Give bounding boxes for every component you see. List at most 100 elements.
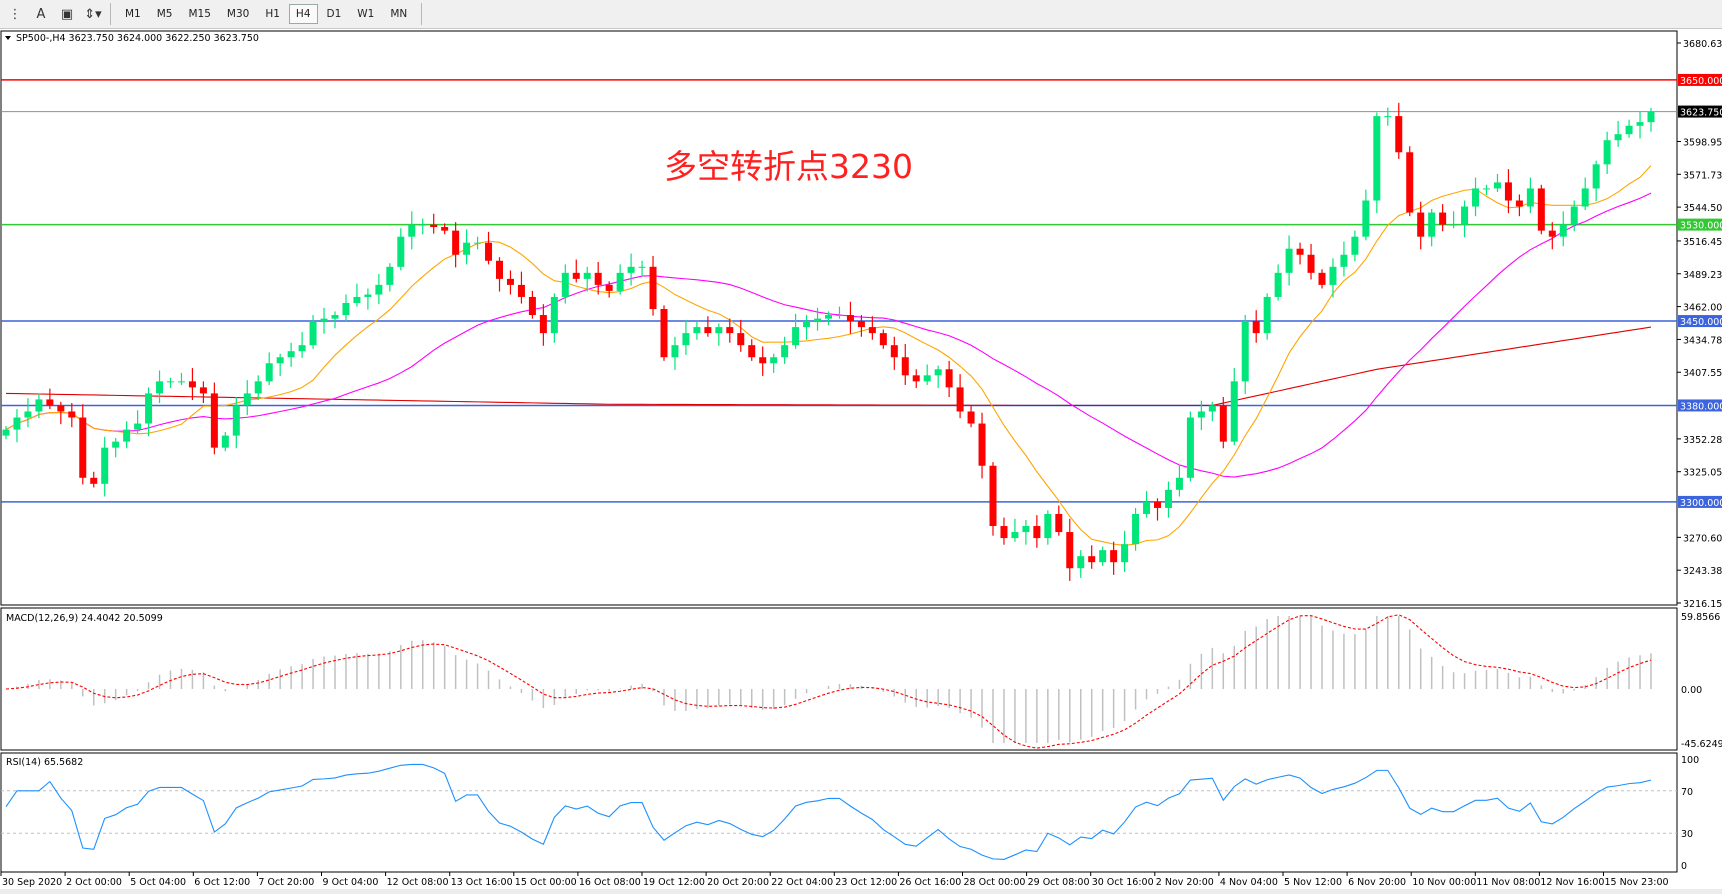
timeframe-m1-button[interactable]: M1	[125, 8, 141, 20]
period-separator-icon[interactable]: ⋮	[8, 6, 22, 22]
candle-body	[1581, 188, 1589, 207]
candle-body	[342, 302, 350, 316]
candle-body	[594, 272, 602, 285]
candle-body	[1493, 182, 1501, 189]
candle-body	[923, 375, 931, 382]
timeframe-w1-button[interactable]: W1	[357, 8, 375, 20]
time-tick-label: 7 Oct 20:00	[258, 877, 314, 888]
time-tick-label: 12 Nov 16:00	[1540, 877, 1604, 888]
candle-body	[1450, 224, 1458, 226]
candle-body	[112, 441, 120, 448]
text-label-icon[interactable]: ▣	[60, 6, 74, 22]
bottom-strip	[0, 889, 1722, 894]
time-tick-label: 16 Oct 08:00	[579, 877, 641, 888]
candle-body	[430, 224, 438, 228]
candle-body	[1252, 321, 1260, 334]
candle-body	[682, 333, 690, 346]
candle-body	[1143, 501, 1151, 514]
candle-body	[1000, 526, 1008, 539]
candle-body	[1625, 125, 1633, 135]
candle-body	[1099, 550, 1107, 563]
candle-body	[945, 369, 953, 388]
candle-body	[1406, 152, 1414, 213]
time-tick-label: 29 Oct 08:00	[1028, 877, 1090, 888]
timeframe-m15-button[interactable]: M15	[188, 8, 211, 20]
candle-body	[1351, 236, 1359, 255]
candle-body	[1154, 501, 1161, 508]
rsi-tick-label: 30	[1681, 829, 1693, 840]
level-tag	[1678, 495, 1722, 508]
price-tick-label: 3352.280	[1683, 435, 1722, 446]
candle-body	[868, 327, 876, 334]
candle-body	[506, 278, 514, 285]
candle-body	[441, 227, 449, 231]
rsi-pane	[0, 752, 1678, 873]
time-tick-label: 20 Oct 20:00	[707, 877, 769, 888]
timeframe-d1-button[interactable]: D1	[326, 8, 342, 20]
text-icon[interactable]: A	[36, 6, 46, 22]
candle-body	[2, 429, 10, 436]
time-tick-label: 10 Nov 00:00	[1412, 877, 1476, 888]
macd-tick-label: 59.8566	[1681, 612, 1720, 623]
candle-body	[485, 242, 493, 261]
macd-header: MACD(12,26,9) 24.4042 20.5099	[6, 613, 163, 624]
candle-body	[199, 387, 207, 394]
timeframe-buttons: M1 M5 M15 M30 H1 H4 D1 W1 MN	[117, 4, 415, 24]
candle-body	[605, 284, 613, 291]
candle-body	[1559, 224, 1567, 237]
candle-body	[221, 435, 229, 448]
candle-body	[1208, 405, 1216, 412]
candle-body	[1285, 248, 1293, 273]
rsi-tick-label: 100	[1681, 755, 1699, 766]
price-tick-label: 3680.630	[1683, 39, 1722, 50]
time-tick-label: 28 Oct 00:00	[964, 877, 1026, 888]
timeframe-mn-button[interactable]: MN	[390, 8, 408, 20]
candle-body	[1033, 526, 1041, 539]
candle-body	[583, 272, 591, 279]
level-label: 3300.000	[1680, 498, 1722, 509]
time-tick-label: 12 Oct 08:00	[387, 877, 449, 888]
candle-body	[46, 399, 54, 406]
candle-body	[397, 236, 405, 267]
candle-body	[1110, 550, 1118, 563]
candle-body	[1384, 116, 1392, 118]
timeframe-m5-button[interactable]: M5	[156, 8, 173, 20]
candle-body	[1548, 230, 1556, 237]
candle-body	[57, 405, 65, 412]
time-tick-label: 13 Oct 16:00	[451, 877, 513, 888]
candle-body	[35, 399, 43, 412]
time-tick-label: 6 Nov 20:00	[1348, 877, 1406, 888]
time-tick-label: 23 Oct 12:00	[835, 877, 897, 888]
candle-body	[123, 429, 131, 442]
candle-body	[989, 465, 997, 527]
candle-body	[1526, 188, 1534, 207]
candle-body	[956, 387, 964, 412]
candle-body	[1439, 212, 1447, 225]
candle-body	[309, 321, 317, 346]
candle-body	[978, 423, 986, 466]
candle-body	[1241, 321, 1249, 382]
candle-body	[287, 351, 295, 358]
candle-body	[320, 318, 328, 322]
candle-body	[145, 393, 153, 424]
timeframe-h4-button[interactable]: H4	[288, 4, 318, 24]
timeframe-h1-button[interactable]: H1	[265, 8, 280, 20]
timeframe-m30-button[interactable]: M30	[226, 8, 250, 20]
candle-body	[1603, 140, 1611, 165]
current-price-label: 3623.750	[1680, 108, 1722, 119]
candle-body	[386, 266, 394, 285]
candle-body	[474, 242, 482, 244]
candle-body	[539, 315, 547, 334]
time-tick-label: 6 Oct 12:00	[194, 877, 250, 888]
time-tick-label: 2 Oct 00:00	[66, 877, 122, 888]
candle-body	[364, 294, 372, 297]
time-tick-label: 2 Nov 20:00	[1156, 877, 1214, 888]
symbol-header: SP500-,H4 3623.750 3624.000 3622.250 362…	[16, 33, 259, 44]
arrows-icon[interactable]: ⇕▾	[84, 6, 102, 22]
candle-body	[1395, 116, 1403, 153]
toolbar-divider	[110, 3, 111, 25]
price-tick-label: 3434.780	[1683, 335, 1722, 346]
candle-body	[846, 315, 854, 322]
candle-body	[704, 327, 712, 334]
